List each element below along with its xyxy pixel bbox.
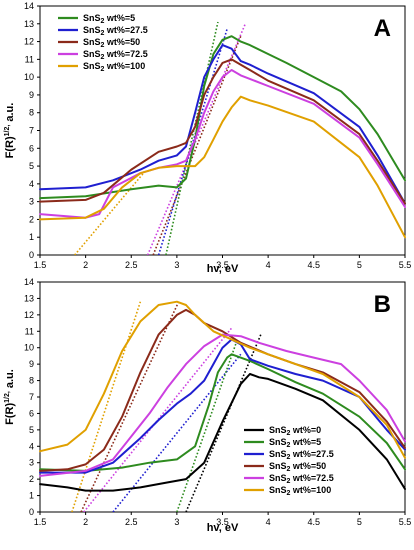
legend-entry: SnS2 wt%=5: [83, 13, 135, 25]
tangent-line: [157, 28, 228, 255]
x-axis-title: hv, eV: [207, 263, 239, 275]
legend-entry: SnS2 wt%=27.5: [83, 25, 148, 37]
legend-entry: SnS2 wt%=100: [269, 485, 331, 497]
y-tick-label: 13: [24, 293, 34, 303]
legend-entry: SnS2 wt%=100: [83, 61, 145, 73]
y-tick-label: 12: [24, 310, 34, 320]
y-tick-label: 8: [29, 108, 34, 118]
x-tick-label: 1.5: [34, 517, 47, 527]
y-tick-label: 4: [29, 179, 34, 189]
plot-frame: [39, 281, 406, 513]
y-tick-label: 10: [24, 72, 34, 82]
series-line: [39, 35, 406, 200]
y-axis-title: F(R)1/2, a.u.: [4, 103, 16, 159]
y-tick-label: 13: [24, 19, 34, 29]
y-tick-label: 4: [29, 441, 34, 451]
series-line: [39, 338, 406, 474]
x-tick-label: 2.5: [125, 517, 138, 527]
legend-entry: SnS2 wt%=27.5: [269, 449, 334, 461]
tangent-line: [71, 301, 142, 512]
panel-label: B: [374, 291, 391, 318]
tangent-line: [152, 35, 242, 255]
legend-entry: SnS2 wt%=0: [269, 425, 321, 437]
series-line: [39, 69, 406, 219]
x-tick-label: 5.5: [399, 517, 412, 527]
legend-entry: SnS2 wt%=72.5: [83, 49, 148, 61]
x-tick-label: 4.5: [307, 260, 320, 270]
panel-label: A: [374, 15, 391, 42]
x-tick-label: 3: [174, 517, 179, 527]
series-line: [39, 44, 406, 205]
series-line: [39, 58, 406, 205]
legend-entry: SnS2 wt%=50: [269, 461, 326, 473]
tangent-line: [165, 21, 219, 255]
y-tick-label: 14: [24, 1, 34, 11]
y-tick-label: 6: [29, 408, 34, 418]
x-tick-label: 2: [83, 517, 88, 527]
x-tick-label: 5: [357, 517, 362, 527]
x-tick-label: 4.5: [307, 517, 320, 527]
y-tick-label: 3: [29, 458, 34, 468]
legend-entry: SnS2 wt%=5: [269, 437, 321, 449]
y-tick-label: 11: [25, 54, 34, 64]
y-tick-label: 2: [29, 474, 34, 484]
y-tick-label: 5: [29, 161, 34, 171]
x-tick-label: 4: [266, 260, 271, 270]
y-tick-label: 8: [29, 376, 34, 386]
legend-entry: SnS2 wt%=50: [83, 37, 140, 49]
x-tick-label: 1.5: [34, 260, 47, 270]
series-line: [39, 333, 406, 477]
y-tick-label: 2: [29, 214, 34, 224]
y-tick-label: 7: [29, 392, 34, 402]
tangent-line: [74, 170, 146, 255]
y-tick-label: 3: [29, 197, 34, 207]
y-tick-label: 5: [29, 425, 34, 435]
y-tick-label: 12: [24, 37, 34, 47]
x-tick-label: 5: [357, 260, 362, 270]
x-tick-label: 2: [83, 260, 88, 270]
y-tick-label: 9: [29, 359, 34, 369]
y-tick-label: 11: [25, 326, 34, 336]
y-tick-label: 1: [29, 491, 34, 501]
series-line: [39, 95, 406, 239]
y-tick-label: 0: [29, 507, 34, 517]
tangent-line: [112, 353, 242, 512]
x-axis-title: hv, eV: [207, 522, 239, 534]
tangent-line: [176, 342, 237, 512]
y-tick-label: 7: [29, 126, 34, 136]
y-tick-label: 6: [29, 143, 34, 153]
y-tick-label: 1: [29, 232, 34, 242]
x-tick-label: 5.5: [399, 260, 412, 270]
y-tick-label: 14: [24, 277, 34, 287]
legend-entry: SnS2 wt%=72.5: [269, 473, 334, 485]
x-tick-label: 3: [174, 260, 179, 270]
y-tick-label: 9: [29, 90, 34, 100]
x-tick-label: 3.5: [216, 517, 229, 527]
y-tick-label: 10: [24, 343, 34, 353]
series-line: [39, 353, 406, 472]
y-axis-title: F(R)1/2, a.u.: [4, 369, 16, 425]
x-tick-label: 4: [266, 517, 271, 527]
x-tick-label: 3.5: [216, 260, 229, 270]
x-tick-label: 2.5: [125, 260, 138, 270]
y-tick-label: 0: [29, 250, 34, 260]
tangent-line: [80, 301, 180, 512]
series-line: [39, 373, 406, 492]
tangent-line: [146, 23, 247, 255]
series-line: [39, 300, 406, 459]
